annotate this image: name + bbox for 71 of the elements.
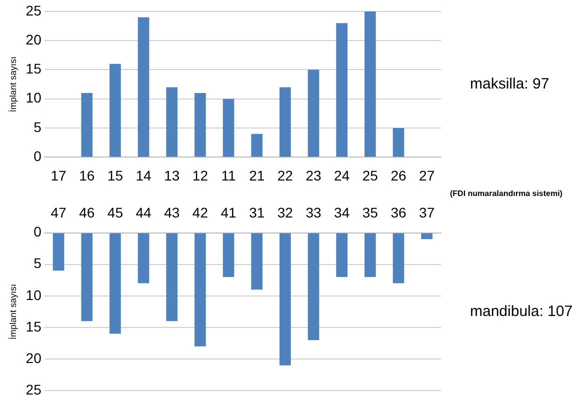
bar [138, 17, 150, 157]
x-tick-label: 12 [192, 167, 208, 184]
bar [392, 233, 404, 284]
x-tick-label: 17 [50, 167, 67, 184]
y-tick-label: 5 [34, 255, 42, 272]
x-tick-label: 43 [164, 204, 180, 220]
y-tick-label: 15 [26, 318, 42, 334]
bar [194, 93, 206, 157]
bar [280, 87, 291, 157]
text: maksilla: 97 [470, 75, 550, 92]
bar [52, 233, 64, 271]
y-axis-title: İmplant sayısı [8, 56, 18, 112]
bar [81, 93, 93, 157]
x-tick-label: 41 [220, 204, 237, 220]
y-axis-title: İmplant sayısı [8, 284, 18, 340]
bar [280, 233, 291, 366]
y-tick-label: 15 [26, 60, 42, 77]
bar [336, 233, 348, 277]
bar [251, 134, 263, 157]
bar [81, 233, 93, 322]
x-tick-label: 23 [306, 167, 322, 184]
x-tick-label: 22 [277, 167, 294, 184]
y-tick-label: 25 [26, 381, 42, 398]
y-tick-label: 0 [34, 224, 42, 240]
x-tick-label: 16 [79, 167, 95, 184]
bar [166, 233, 178, 322]
text: (FDI numaralandırma sistemi) [450, 189, 563, 198]
bar [421, 233, 432, 240]
bar [392, 128, 404, 157]
y-tick-label: 10 [26, 90, 42, 106]
bar [138, 233, 150, 284]
x-tick-label: 46 [79, 204, 95, 220]
x-tick-label: 45 [107, 204, 124, 220]
y-tick-label: 5 [34, 118, 42, 135]
x-tick-label: 26 [390, 167, 406, 184]
bar [110, 64, 121, 157]
y-tick-label: 20 [26, 31, 42, 48]
bar [166, 87, 178, 157]
y-tick-label: 20 [26, 350, 42, 366]
x-tick-label: 13 [164, 167, 180, 184]
bar [364, 11, 376, 157]
x-tick-label: 27 [419, 167, 435, 184]
x-tick-label: 31 [249, 204, 265, 220]
x-tick-label: 14 [136, 167, 152, 184]
x-tick-label: 33 [306, 204, 322, 220]
bar [222, 233, 234, 277]
y-tick-label: 10 [26, 286, 42, 303]
x-tick-label: 25 [362, 167, 378, 184]
bar [251, 233, 263, 290]
bar [110, 233, 121, 334]
bar [222, 98, 234, 157]
bar [308, 233, 320, 340]
x-tick-label: 44 [136, 204, 152, 220]
x-tick-label: 36 [390, 204, 406, 220]
bar [364, 233, 376, 277]
y-tick-label: 0 [34, 148, 42, 164]
bar [336, 23, 348, 157]
x-tick-label: 32 [277, 204, 294, 220]
bar [194, 233, 206, 346]
text: mandibula: 107 [470, 302, 573, 320]
x-tick-label: 34 [334, 204, 350, 220]
x-tick-label: 15 [107, 167, 124, 184]
x-tick-label: 21 [249, 167, 265, 184]
x-tick-label: 47 [50, 204, 67, 220]
x-tick-label: 37 [419, 204, 435, 220]
x-tick-label: 42 [192, 204, 208, 220]
bar [308, 70, 320, 157]
x-tick-label: 11 [221, 167, 236, 184]
y-tick-label: 25 [26, 2, 42, 18]
x-tick-label: 35 [362, 204, 378, 220]
x-tick-label: 24 [334, 167, 350, 184]
